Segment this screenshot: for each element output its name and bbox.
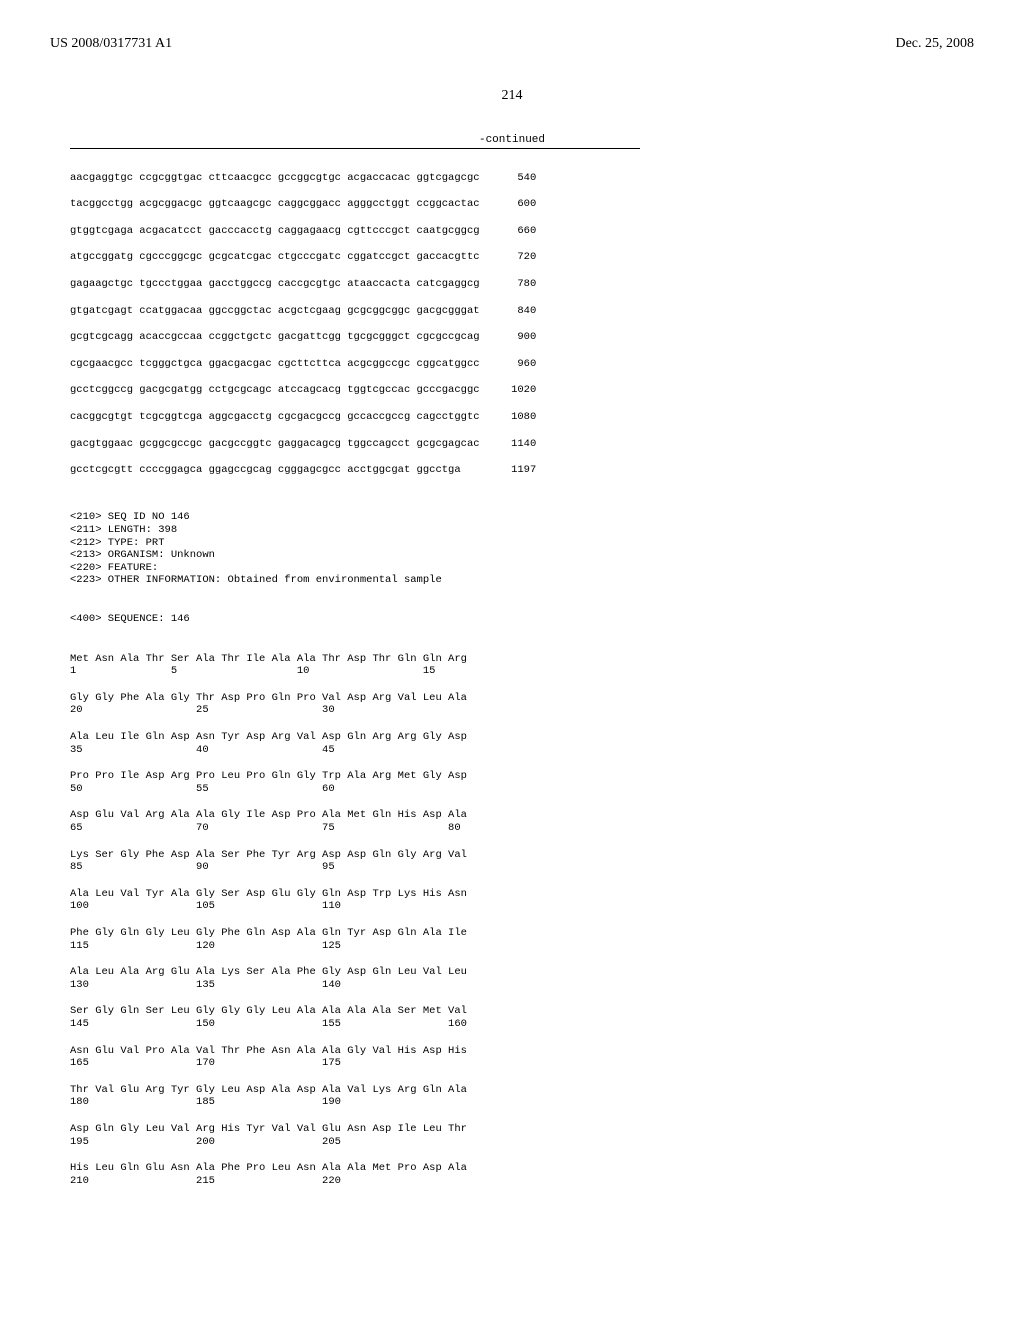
protein-nums: 180 185 190 (70, 1096, 954, 1109)
protein-row: Asp Gln Gly Leu Val Arg His Tyr Val Val … (70, 1123, 954, 1148)
protein-nums: 65 70 75 80 (70, 822, 954, 835)
dna-row: cgcgaacgcc tcgggctgca ggacgacgac cgcttct… (70, 358, 954, 371)
seq-header-line: <211> LENGTH: 398 (70, 524, 954, 537)
dna-row: gcctcgcgtt ccccggagca ggagccgcag cgggagc… (70, 464, 954, 477)
protein-row: Ala Leu Ala Arg Glu Ala Lys Ser Ala Phe … (70, 966, 954, 991)
header-left: US 2008/0317731 A1 (50, 36, 172, 52)
seq-label: <400> SEQUENCE: 146 (70, 613, 954, 626)
seq-header: <210> SEQ ID NO 146<211> LENGTH: 398<212… (70, 511, 954, 587)
dna-sequences: aacgaggtgc ccgcggtgac cttcaacgcc gccggcg… (70, 172, 954, 477)
protein-aa: Phe Gly Gln Gly Leu Gly Phe Gln Asp Ala … (70, 927, 954, 940)
content-area: aacgaggtgc ccgcggtgac cttcaacgcc gccggcg… (0, 159, 1024, 1214)
protein-aa: Asn Glu Val Pro Ala Val Thr Phe Asn Ala … (70, 1045, 954, 1058)
protein-row: His Leu Gln Glu Asn Ala Phe Pro Leu Asn … (70, 1162, 954, 1187)
protein-aa: Thr Val Glu Arg Tyr Gly Leu Asp Ala Asp … (70, 1084, 954, 1097)
seq-header-line: <223> OTHER INFORMATION: Obtained from e… (70, 574, 954, 587)
header-right: Dec. 25, 2008 (895, 36, 974, 52)
seq-label-line: <400> SEQUENCE: 146 (70, 613, 954, 626)
dna-row: gcctcggccg gacgcgatgg cctgcgcagc atccagc… (70, 384, 954, 397)
dna-row: gcgtcgcagg acaccgccaa ccggctgctc gacgatt… (70, 331, 954, 344)
protein-aa: His Leu Gln Glu Asn Ala Phe Pro Leu Asn … (70, 1162, 954, 1175)
protein-sequences: Met Asn Ala Thr Ser Ala Thr Ile Ala Ala … (70, 653, 954, 1188)
dna-row: gagaagctgc tgccctggaa gacctggccg caccgcg… (70, 278, 954, 291)
protein-nums: 165 170 175 (70, 1057, 954, 1070)
page-number: 214 (0, 52, 1024, 104)
protein-row: Ala Leu Ile Gln Asp Asn Tyr Asp Arg Val … (70, 731, 954, 756)
protein-aa: Ala Leu Ala Arg Glu Ala Lys Ser Ala Phe … (70, 966, 954, 979)
dna-row: gtgatcgagt ccatggacaa ggccggctac acgctcg… (70, 305, 954, 318)
dna-row: tacggcctgg acgcggacgc ggtcaagcgc caggcgg… (70, 198, 954, 211)
seq-header-line: <212> TYPE: PRT (70, 537, 954, 550)
protein-row: Phe Gly Gln Gly Leu Gly Phe Gln Asp Ala … (70, 927, 954, 952)
protein-nums: 210 215 220 (70, 1175, 954, 1188)
dna-row: aacgaggtgc ccgcggtgac cttcaacgcc gccggcg… (70, 172, 954, 185)
protein-nums: 115 120 125 (70, 940, 954, 953)
protein-nums: 130 135 140 (70, 979, 954, 992)
protein-nums: 195 200 205 (70, 1136, 954, 1149)
protein-nums: 20 25 30 (70, 704, 954, 717)
protein-nums: 1 5 10 15 (70, 665, 954, 678)
protein-row: Lys Ser Gly Phe Asp Ala Ser Phe Tyr Arg … (70, 849, 954, 874)
protein-nums: 35 40 45 (70, 744, 954, 757)
protein-row: Pro Pro Ile Asp Arg Pro Leu Pro Gln Gly … (70, 770, 954, 795)
protein-row: Asn Glu Val Pro Ala Val Thr Phe Asn Ala … (70, 1045, 954, 1070)
protein-nums: 85 90 95 (70, 861, 954, 874)
protein-row: Gly Gly Phe Ala Gly Thr Asp Pro Gln Pro … (70, 692, 954, 717)
protein-nums: 145 150 155 160 (70, 1018, 954, 1031)
protein-row: Ala Leu Val Tyr Ala Gly Ser Asp Glu Gly … (70, 888, 954, 913)
protein-nums: 100 105 110 (70, 900, 954, 913)
protein-nums: 50 55 60 (70, 783, 954, 796)
protein-row: Asp Glu Val Arg Ala Ala Gly Ile Asp Pro … (70, 809, 954, 834)
seq-header-block: <210> SEQ ID NO 146<211> LENGTH: 398<212… (70, 511, 954, 587)
dna-row: atgccggatg cgcccggcgc gcgcatcgac ctgcccg… (70, 251, 954, 264)
protein-aa: Asp Gln Gly Leu Val Arg His Tyr Val Val … (70, 1123, 954, 1136)
dna-row: cacggcgtgt tcgcggtcga aggcgacctg cgcgacg… (70, 411, 954, 424)
seq-header-line: <220> FEATURE: (70, 562, 954, 575)
protein-aa: Asp Glu Val Arg Ala Ala Gly Ile Asp Pro … (70, 809, 954, 822)
dna-row: gacgtggaac gcggcgccgc gacgccggtc gaggaca… (70, 438, 954, 451)
protein-row: Thr Val Glu Arg Tyr Gly Leu Asp Ala Asp … (70, 1084, 954, 1109)
divider (70, 148, 640, 149)
protein-aa: Met Asn Ala Thr Ser Ala Thr Ile Ala Ala … (70, 653, 954, 666)
protein-aa: Ala Leu Val Tyr Ala Gly Ser Asp Glu Gly … (70, 888, 954, 901)
seq-header-line: <213> ORGANISM: Unknown (70, 549, 954, 562)
dna-row: gtggtcgaga acgacatcct gacccacctg caggaga… (70, 225, 954, 238)
page-header: US 2008/0317731 A1 Dec. 25, 2008 (0, 0, 1024, 52)
protein-aa: Ser Gly Gln Ser Leu Gly Gly Gly Leu Ala … (70, 1005, 954, 1018)
protein-aa: Ala Leu Ile Gln Asp Asn Tyr Asp Arg Val … (70, 731, 954, 744)
protein-aa: Pro Pro Ile Asp Arg Pro Leu Pro Gln Gly … (70, 770, 954, 783)
seq-header-line: <210> SEQ ID NO 146 (70, 511, 954, 524)
protein-row: Ser Gly Gln Ser Leu Gly Gly Gly Leu Ala … (70, 1005, 954, 1030)
protein-row: Met Asn Ala Thr Ser Ala Thr Ile Ala Ala … (70, 653, 954, 678)
continued-label: -continued (0, 134, 1024, 146)
protein-aa: Gly Gly Phe Ala Gly Thr Asp Pro Gln Pro … (70, 692, 954, 705)
protein-aa: Lys Ser Gly Phe Asp Ala Ser Phe Tyr Arg … (70, 849, 954, 862)
